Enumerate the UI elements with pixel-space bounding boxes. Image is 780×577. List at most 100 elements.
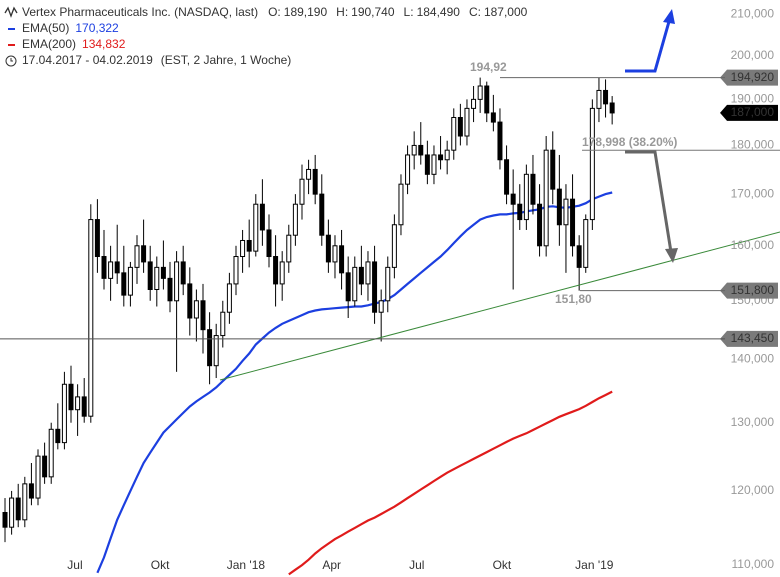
x-tick-label: Jan '19 [575,558,614,572]
plot-area [2,77,615,576]
candle-body [286,234,292,263]
candle-body [339,245,345,274]
candle-body [213,335,219,367]
candle-body [187,283,193,319]
clock-icon [5,55,17,67]
candle-body [424,154,430,175]
candle-body [537,203,543,247]
candle-body [299,178,305,205]
candle-body [266,229,272,258]
ohlc-value: 189,190 [284,5,328,19]
candle-body [9,497,15,528]
candle-body [444,149,450,161]
candle-body [48,428,54,478]
y-tick-label: 180,000 [731,138,775,152]
y-tick-label: 130,000 [731,415,775,429]
candle-body [15,497,21,521]
y-tick-label: 140,000 [731,352,775,366]
trend-line [219,231,780,381]
candle-body [438,154,444,161]
up-arrow-head [663,9,675,24]
candle-body [233,256,239,285]
level-note: 194,92 [470,60,507,74]
candle-body [497,121,503,161]
y-tick-label: 200,000 [731,48,775,62]
candle-body [246,239,252,252]
candle-body [141,245,147,263]
candle-body [207,329,213,367]
ohlc-value: 187,000 [484,5,528,19]
candle-body [174,261,180,302]
candle-body [451,116,457,151]
candle-body [319,193,325,236]
ema-line [288,390,613,576]
candle-body [570,198,576,247]
candle-body [550,149,556,190]
candle-body [325,234,331,263]
y-tick-label: 160,000 [731,238,775,252]
candle-body [464,107,470,137]
down-arrow [625,150,673,253]
header: Vertex Pharmaceuticals Inc. (NASDAQ, las… [4,5,528,67]
price-tag-label: 151,800 [731,283,775,297]
price-tag-label: 187,000 [731,105,775,119]
y-tick-label: 170,000 [731,186,775,200]
candle-body [292,203,298,236]
candle-body [405,154,411,185]
candle-body [35,455,41,499]
legend-value: 170,322 [75,21,119,35]
up-arrow [625,17,672,73]
candle-body [358,266,364,285]
title-text: Vertex Pharmaceuticals Inc. (NASDAQ, las… [22,5,258,19]
candle-body [385,266,391,302]
price-tag [720,282,778,299]
candle-body [457,116,463,137]
candle-body [365,261,371,285]
down-arrow-head [665,248,678,263]
candle-body [530,173,536,205]
candle-body [88,219,94,417]
axes: 110,000120,000130,000140,000150,000160,0… [67,6,778,572]
candle-body [259,203,265,231]
candle-body [398,183,404,226]
candle-body [55,428,61,444]
candle-body [22,483,28,521]
candle-body [431,154,437,175]
candle-body [471,98,477,109]
candle-body [418,144,424,156]
candle-body [504,159,510,195]
candle-body [160,266,166,279]
clock-hands [10,58,13,62]
candle-body [127,266,133,296]
candle-body [28,483,34,499]
candle-body [306,168,312,180]
candle-body [121,272,127,296]
candle-body [510,193,516,205]
candle-body [603,89,609,105]
candle-body [75,396,81,411]
candle-body [226,283,232,313]
candle-body [609,102,615,114]
candle-body [2,511,8,528]
x-tick-label: Okt [493,558,512,572]
candle-body [411,144,417,156]
period: 17.04.2017 - 04.02.2019 (EST, 2 Jahre, 1 … [22,53,291,67]
candle-body [332,245,338,263]
chart-icon [4,6,18,18]
candle-body [253,203,259,252]
candle-body [81,396,87,417]
ohlc-key: H: [336,5,348,19]
candle-body [563,198,569,226]
candle-body [352,266,358,302]
candle-body [114,261,120,274]
candle-body [101,256,107,279]
ema-line [96,191,613,574]
ohlc-key: L: [404,5,414,19]
candle-body [220,311,226,337]
candle-body [312,168,318,195]
candle-body [517,203,523,221]
x-tick-label: Jul [409,558,424,572]
level-note: 151,80 [555,292,592,306]
candle-body [108,261,114,279]
